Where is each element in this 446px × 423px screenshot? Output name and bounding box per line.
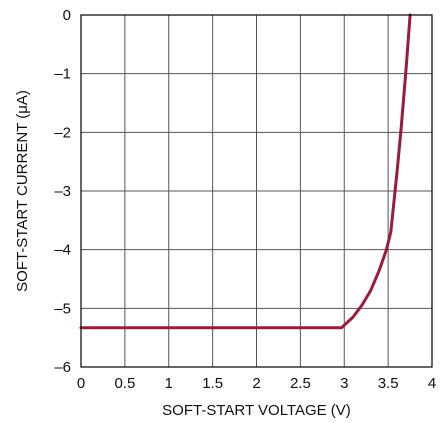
y-tick-label: –4 [54, 242, 71, 259]
x-tick-label: 2 [252, 375, 260, 392]
x-tick-label: 0.5 [114, 375, 135, 392]
grid [80, 14, 433, 368]
y-tick-label: 0 [63, 7, 71, 24]
x-tick-label: 2.5 [290, 375, 311, 392]
x-tick-label: 1 [165, 375, 173, 392]
x-tick-label: 1.5 [202, 375, 223, 392]
series-group [79, 13, 412, 330]
y-tick-label: –1 [54, 66, 71, 83]
x-tick-label: 4 [428, 375, 436, 392]
x-tick-label: 3.5 [378, 375, 399, 392]
y-tick-labels: 0 –1 –2 –3 –4 –5 –6 [54, 7, 71, 376]
y-tick-label: –3 [54, 183, 71, 200]
series-line-0 [79, 13, 412, 330]
x-tick-labels: 0 0.5 1 1.5 2 2.5 3 3.5 4 [77, 375, 436, 392]
x-tick-label: 0 [77, 375, 85, 392]
x-tick-label: 3 [340, 375, 348, 392]
plot-frame [80, 14, 433, 368]
x-axis-label: SOFT-START VOLTAGE (V) [162, 402, 351, 419]
y-tick-label: –6 [54, 359, 71, 376]
y-tick-label: –2 [54, 124, 71, 141]
y-axis-label: SOFT-START CURRENT (μA) [14, 90, 31, 292]
y-tick-label: –5 [54, 300, 71, 317]
